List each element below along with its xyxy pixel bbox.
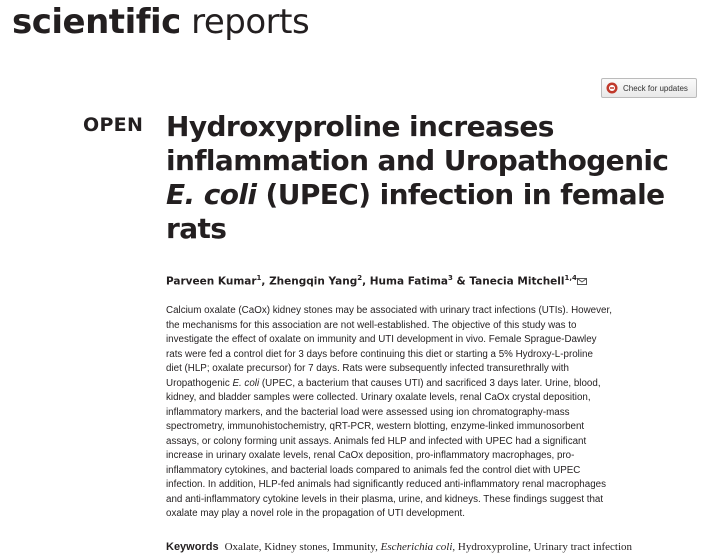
title-italic: E. coli [166, 178, 257, 211]
abstract-line: and anti-inflammatory cytokine levels in… [166, 493, 604, 505]
title-line: inflammation and Uropathogenic [166, 144, 669, 177]
author-affiliation: 1,4 [564, 274, 577, 282]
abstract-line: inflammatory markers, and the bacterial … [166, 406, 570, 418]
abstract-line: assays, or colony forming unit assays. A… [166, 435, 587, 447]
author-affiliation: 3 [448, 274, 453, 282]
title-line: Hydroxyproline increases [166, 110, 554, 143]
authors: Parveen Kumar1, Zhengqin Yang2, Huma Fat… [166, 274, 587, 288]
keyword-separator: , [375, 541, 381, 553]
keyword-separator: , [326, 541, 333, 553]
abstract-line: increase in urinary oxalate levels, rena… [166, 450, 575, 461]
keyword: Kidney stones [264, 541, 327, 553]
abstract-line: Uropathogenic E. coli (UPEC, a bacterium… [166, 377, 612, 392]
title-line: rats [166, 212, 227, 245]
abstract-line: the mechanisms for this association are … [166, 319, 577, 331]
author-name: Parveen Kumar [166, 275, 257, 288]
access-label: OPEN [83, 114, 144, 136]
updates-label: Check for updates [623, 83, 688, 93]
title-text: (UPEC) infection in female [265, 178, 666, 211]
keyword-separator: , [528, 541, 534, 553]
journal-bold: scientific [12, 2, 181, 42]
abstract: Calcium oxalate (CaOx) kidney stones may… [166, 304, 612, 522]
author-separator: , [261, 275, 270, 288]
keyword-separator: , [452, 541, 458, 553]
keyword: Escherichia coli [380, 541, 453, 553]
abstract-line: kidney, and bladder samples were collect… [166, 392, 591, 403]
check-updates-button[interactable]: Check for updates [601, 78, 697, 98]
author-affiliation: 2 [357, 274, 363, 282]
abstract-line: oxalate may play a novel role in the pro… [166, 508, 465, 519]
journal-light: reports [191, 2, 310, 42]
abstract-line: rats were fed a control diet for 3 days … [166, 348, 593, 360]
abstract-text: Uropathogenic [166, 377, 233, 389]
keywords-label: Keywords [166, 541, 219, 553]
keywords: Keywords Oxalate, Kidney stones, Immunity… [166, 535, 632, 554]
author-separator: , [362, 275, 370, 288]
author-affiliation: 1 [256, 274, 262, 282]
keyword: Oxalate [224, 541, 259, 553]
keyword: Hydroxyproline [457, 541, 529, 553]
keyword: Immunity [332, 541, 376, 553]
updates-icon [606, 82, 618, 94]
author-name: Tanecia Mitchell [469, 275, 565, 288]
abstract-line: spectrometry, immunohistochemistry, qRT-… [166, 421, 585, 432]
abstract-text: (UPEC, a bacterium that causes UTI) and … [259, 377, 601, 389]
abstract-line: inflammatory cytokines, and bacterial lo… [166, 464, 581, 476]
article-title: Hydroxyproline increases inflammation an… [166, 110, 669, 246]
keyword-separator: , [258, 541, 265, 553]
abstract-line: investigate the effect of oxalate on imm… [166, 334, 597, 345]
abstract-line: diet (HLP; oxalate precursor) for 7 days… [166, 363, 569, 374]
abstract-italic: E. coli [232, 377, 260, 389]
journal-name: scientific reports [12, 2, 310, 42]
keywords-list: Oxalate, Kidney stones, Immunity, Escher… [225, 541, 632, 553]
keyword: Urinary tract infection [533, 541, 633, 553]
email-icon[interactable] [576, 277, 587, 285]
title-line: E. coli (UPEC) infection in female [166, 178, 668, 212]
abstract-line: infection. In addition, HLP-fed animals … [166, 479, 607, 490]
abstract-line: Calcium oxalate (CaOx) kidney stones may… [166, 305, 612, 316]
author-name: Zhengqin Yang [269, 275, 358, 288]
author-separator: & [452, 275, 470, 288]
author-name: Huma Fatima [369, 275, 448, 288]
